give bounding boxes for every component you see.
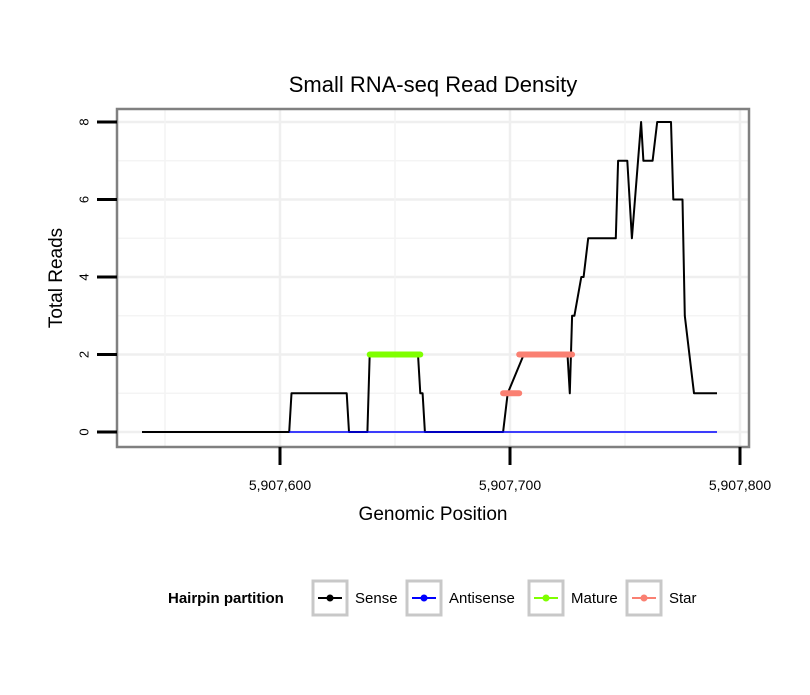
- chart-title: Small RNA-seq Read Density: [289, 72, 578, 97]
- legend-label: Sense: [355, 590, 398, 607]
- x-axis-label: Genomic Position: [359, 504, 508, 525]
- y-axis-label: Total Reads: [46, 228, 67, 328]
- legend-item-mature: Mature: [527, 579, 618, 617]
- legend-item-antisense: Antisense: [405, 579, 515, 617]
- legend-label: Antisense: [449, 590, 515, 607]
- grid: [117, 109, 749, 447]
- y-tick-label: 4: [77, 273, 92, 280]
- legend: Sense Antisense Mature Star: [311, 579, 697, 617]
- y-tick-label: 0: [77, 428, 92, 435]
- legend-key-point: [420, 594, 428, 602]
- legend-item-star: Star: [625, 579, 697, 617]
- legend-key-point: [542, 594, 550, 602]
- legend-key-point: [640, 594, 648, 602]
- legend-key-point: [326, 594, 334, 602]
- y-tick-label: 6: [77, 196, 92, 203]
- x-tick-label: 5,907,700: [479, 477, 541, 493]
- legend-label: Star: [669, 590, 697, 607]
- legend-title: Hairpin partition: [168, 590, 284, 607]
- legend-key-box: [527, 579, 565, 617]
- plot-series: [142, 121, 717, 433]
- legend-item-sense: Sense: [311, 579, 398, 617]
- x-tick-label: 5,907,600: [249, 477, 311, 493]
- legend-label: Mature: [571, 590, 618, 607]
- axes: 0 2 4 6 8 5,907,600 5,907,700 5,907,800: [77, 118, 772, 493]
- y-tick-label: 8: [77, 118, 92, 125]
- x-tick-label: 5,907,800: [709, 477, 771, 493]
- y-tick-label: 2: [77, 351, 92, 358]
